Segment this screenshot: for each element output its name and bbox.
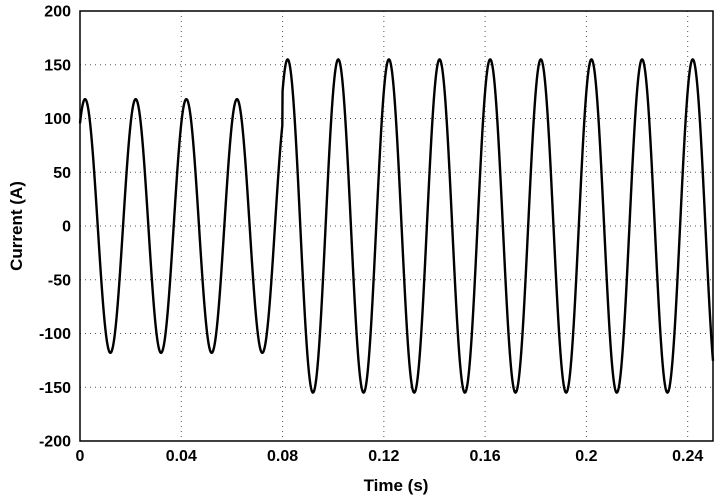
x-tick-label: 0.16 [470,448,501,465]
y-tick-label: -100 [39,326,71,343]
y-tick-label: -50 [48,272,71,289]
x-tick-label: 0.12 [368,448,399,465]
x-axis-label: Time (s) [364,476,429,495]
y-tick-labels: 200 150 100 50 0 -50 -100 -150 -200 [39,4,71,451]
grid-lines [80,11,713,441]
y-axis-label: Current (A) [7,181,26,271]
current-series-line [78,58,715,394]
y-tick-label: -150 [39,380,71,397]
y-tick-label: -200 [39,434,71,451]
x-tick-label: 0.04 [166,448,197,465]
y-tick-label: 100 [44,111,71,128]
x-tick-label: 0 [76,448,85,465]
x-tick-label: 0.2 [575,448,597,465]
plot-frame [79,10,714,442]
x-tick-labels: 0 0.04 0.08 0.12 0.16 0.2 0.24 [76,448,704,465]
x-tick-label: 0.08 [267,448,298,465]
series-layer [78,58,715,394]
x-tick-label: 0.24 [672,448,703,465]
y-tick-label: 0 [62,219,71,236]
y-tick-label: 200 [44,4,71,21]
y-tick-label: 50 [53,165,71,182]
y-tick-label: 150 [44,57,71,74]
